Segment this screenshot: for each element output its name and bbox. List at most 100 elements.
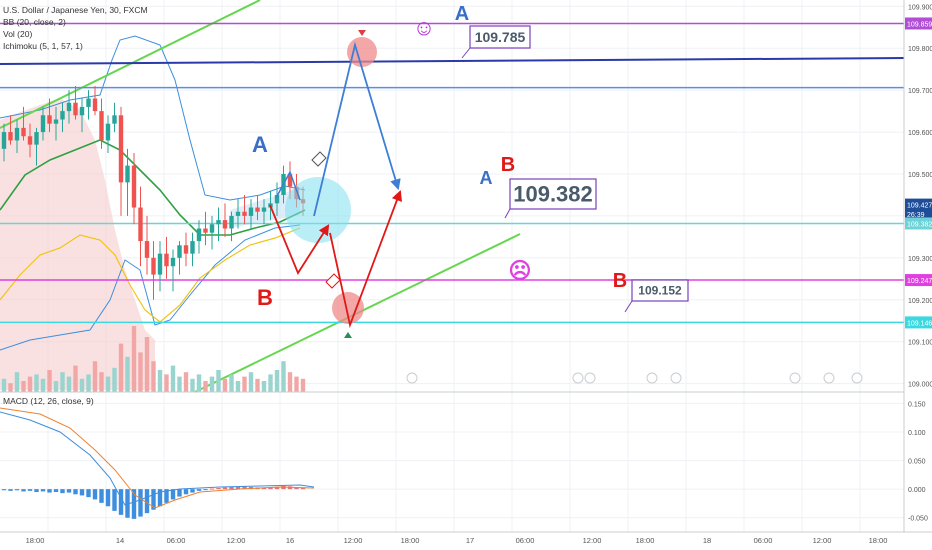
macd-histogram-bar [242,486,247,490]
candle-body [118,115,124,183]
macd-histogram-bar [138,489,143,517]
macd-tick-label: 0.000 [908,487,926,494]
event-flag-icon [572,372,584,384]
time-tick-label: 12:00 [344,536,363,545]
macd-histogram-bar [177,489,182,497]
candle-body [131,165,137,208]
price-tag-bg [905,217,932,230]
candle-body [183,245,189,254]
price-tick-label: 109.800 [908,46,932,53]
candle-body [144,241,150,258]
time-tick-label: 12:00 [583,536,602,545]
candle-body [40,115,46,133]
hand-pointer-icon [311,151,327,167]
annotation-emoji: ☹ [509,258,532,283]
macd-histogram-bar [209,488,215,490]
candle-body [53,119,59,124]
volume-bar [196,374,202,392]
volume-bar [300,378,306,392]
callout-pointer [461,47,471,59]
volume-bar [125,356,130,392]
macd-histogram-bar [294,487,299,490]
volume-bar [183,372,189,392]
candle-body [112,115,117,124]
macd-histogram-bar [183,489,189,495]
candle-body [157,253,163,275]
macd-histogram-bar [196,489,202,491]
volume-bar [274,370,280,392]
candle-body [92,98,98,112]
candle-body [27,136,33,145]
price-tick-label: 109.500 [908,172,932,179]
macd-histogram-bar [79,489,85,496]
candle-body [60,111,65,120]
macd-label: MACD (12, 26, close, 9) [3,396,94,406]
callout-box [469,25,531,49]
time-tick-label: 18:00 [26,536,45,545]
volume-bar [112,367,117,392]
time-tick-label: 06:00 [167,536,186,545]
volume-bar [164,374,169,392]
annotation-letter-b: B [501,154,515,176]
chart-title: U.S. Dollar / Japanese Yen, 30, FXCM [3,5,148,15]
macd-histogram-bar [86,489,91,498]
time-tick-label: 18:00 [636,536,655,545]
annotation-letter-a: A [480,168,493,188]
volume-bar [53,381,59,392]
price-tick-label: 109.000 [908,382,932,389]
time-tick-label: 18:00 [401,536,420,545]
macd-histogram-bar [222,487,228,490]
candle-body [274,194,280,204]
volume-bar [294,376,299,392]
volume-bar [118,343,124,392]
volume-bar [281,361,286,392]
volume-bar [92,361,98,392]
volume-bar [1,378,7,392]
annotation-letter-b: B [257,285,273,310]
macd-signal-line [0,407,315,509]
bollinger-lower [0,224,301,351]
price-tag-bg [905,316,932,329]
macd-histogram-bar [170,489,176,500]
macd-histogram-bar [8,489,13,491]
macd-histogram-bar [105,489,111,507]
macd-line [0,411,315,506]
volume-bar [248,372,254,392]
macd-histogram-bar [112,489,117,511]
macd-histogram-bar [73,489,78,495]
volume-bar [235,381,241,392]
chart-legend: U.S. Dollar / Japanese Yen, 30, FXCM BB … [3,4,148,52]
candle-body [66,102,72,112]
time-tick-label: 17 [466,536,474,545]
volume-bar [99,372,104,392]
callout-109785: 109.785 [461,25,531,59]
callout-text: 109.152 [638,284,682,298]
candle-body [164,253,169,267]
volume-bar [86,374,91,392]
macd-histogram-bar [125,489,130,518]
candle-body [242,211,247,216]
callout-text: 109.382 [513,182,593,207]
callout-pointer [504,208,511,219]
volume-bar [138,352,143,392]
annotation-letter-a: A [455,3,469,25]
indicator-bb: BB (20, close, 2) [3,17,66,27]
macd-panel [0,391,904,519]
volume-bar [34,374,39,392]
candle-body [170,257,176,267]
volume-bar [27,376,33,392]
macd-histogram-bar [53,489,59,492]
price-tag-label: 109.427 [907,203,932,210]
volume-bars [1,326,306,392]
candle-body [248,207,254,216]
event-flag-icon [406,372,418,384]
candle-body [21,127,26,137]
volume-bar [209,376,215,392]
volume-bar [60,372,65,392]
volume-bar [287,372,293,392]
candle-body [222,220,228,229]
volume-bar [268,374,273,392]
macd-histogram-bar [157,489,163,507]
candle-body [125,165,130,183]
